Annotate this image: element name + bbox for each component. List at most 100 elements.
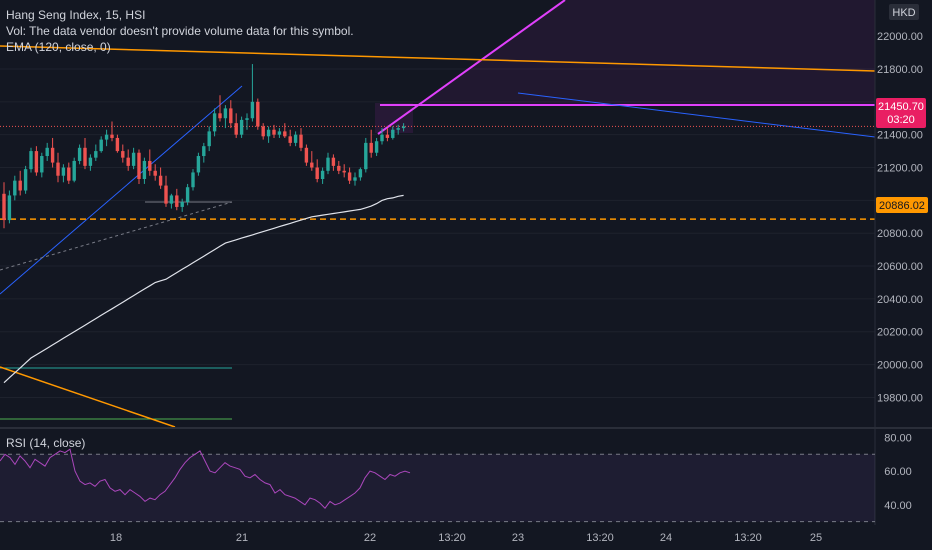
candle-body — [148, 160, 152, 171]
candle — [121, 144, 125, 163]
time-tick-label: 24 — [660, 532, 672, 544]
candle-body — [121, 151, 125, 158]
candle-body — [342, 170, 346, 173]
candle — [196, 152, 201, 176]
candle — [385, 128, 390, 142]
candle — [202, 142, 206, 163]
candle — [299, 128, 303, 152]
orange-resistance-trendline[interactable] — [0, 45, 875, 72]
last-price-value: 21450.70 — [878, 101, 924, 113]
candle-body — [83, 147, 87, 166]
candle-body — [218, 113, 222, 119]
magenta-rising-trendline[interactable] — [377, 0, 566, 135]
candle — [266, 126, 271, 143]
candle-body — [374, 141, 379, 153]
candle — [164, 175, 168, 207]
candle — [396, 124, 400, 135]
candle — [169, 193, 174, 209]
candle — [234, 113, 238, 138]
candle-body — [347, 172, 352, 181]
candle-body — [358, 169, 363, 178]
blue-falling-trendline[interactable] — [517, 92, 875, 138]
candle — [94, 144, 98, 161]
blue-rising-trendline[interactable] — [0, 85, 243, 295]
price-tick-label: 21800.00 — [877, 64, 923, 76]
time-axis[interactable]: 18 21 22 13:20 23 13:20 24 13:20 25 — [110, 532, 822, 544]
candle-body — [337, 165, 341, 171]
candle-body — [67, 167, 71, 181]
candle — [272, 124, 276, 138]
candle-body — [266, 129, 271, 137]
candle — [18, 170, 22, 196]
orange-falling-trendline[interactable] — [0, 366, 176, 427]
rsi-tick-label: 60.00 — [884, 466, 912, 478]
candle — [342, 164, 346, 178]
price-tick-label: 20600.00 — [877, 261, 923, 273]
candle — [56, 152, 60, 183]
candle-body — [180, 202, 184, 207]
candle — [45, 142, 49, 161]
candle-body — [2, 193, 6, 221]
candle-body — [191, 172, 195, 188]
candles — [2, 64, 406, 229]
candle — [115, 134, 120, 153]
candle-body — [256, 101, 260, 127]
candle — [401, 123, 406, 132]
symbol-title[interactable]: Hang Seng Index, 15, HSI — [6, 8, 146, 22]
candle-body — [396, 128, 400, 130]
candle-body — [153, 170, 157, 176]
bar-countdown: 03:20 — [887, 114, 915, 126]
candle-body — [50, 147, 55, 163]
candle-body — [304, 147, 309, 163]
candle — [277, 128, 282, 138]
candle-body — [272, 129, 276, 135]
candle-body — [391, 129, 395, 138]
support-level-tag — [876, 197, 928, 213]
candle — [331, 154, 336, 171]
grey-dashed-trendline[interactable] — [0, 201, 233, 271]
candle — [104, 129, 109, 147]
time-tick-label: 21 — [236, 532, 248, 544]
price-tick-label: 21200.00 — [877, 163, 923, 175]
candle-body — [94, 151, 98, 158]
last-price-tag — [876, 98, 926, 128]
candle-body — [29, 151, 33, 170]
price-tick-label: 20400.00 — [877, 294, 923, 306]
candle — [110, 121, 114, 142]
time-tick-label: 13:20 — [586, 532, 614, 544]
candle — [239, 116, 244, 138]
rsi-line — [0, 448, 411, 509]
candle — [223, 105, 228, 129]
candle-body — [115, 137, 120, 152]
candle — [337, 160, 341, 175]
rsi-legend[interactable]: RSI (14, close) — [6, 436, 86, 450]
candle-body — [293, 134, 298, 143]
candle-body — [13, 180, 17, 196]
candle-body — [331, 157, 336, 166]
candle-body — [185, 187, 190, 203]
candle-body — [315, 167, 319, 180]
ema-legend[interactable]: EMA (120, close, 0) — [6, 40, 111, 54]
rsi-tick-label: 40.00 — [884, 500, 912, 512]
candle-body — [61, 167, 66, 176]
candle — [293, 131, 298, 147]
candle — [304, 144, 309, 166]
candle — [374, 137, 379, 157]
candle — [288, 129, 292, 147]
projection-zone — [418, 0, 875, 106]
candle — [148, 149, 152, 176]
candle-body — [380, 134, 384, 142]
candle — [326, 152, 330, 175]
currency-box[interactable] — [889, 4, 919, 20]
currency-label: HKD — [892, 7, 915, 19]
candle-body — [288, 136, 292, 143]
candle — [61, 164, 66, 183]
candle-body — [223, 108, 228, 119]
candle — [315, 159, 319, 183]
candle-body — [196, 156, 201, 173]
candle — [261, 123, 265, 140]
rsi-axis[interactable]: 40.00 60.00 80.00 — [884, 432, 912, 511]
candle — [23, 165, 28, 194]
